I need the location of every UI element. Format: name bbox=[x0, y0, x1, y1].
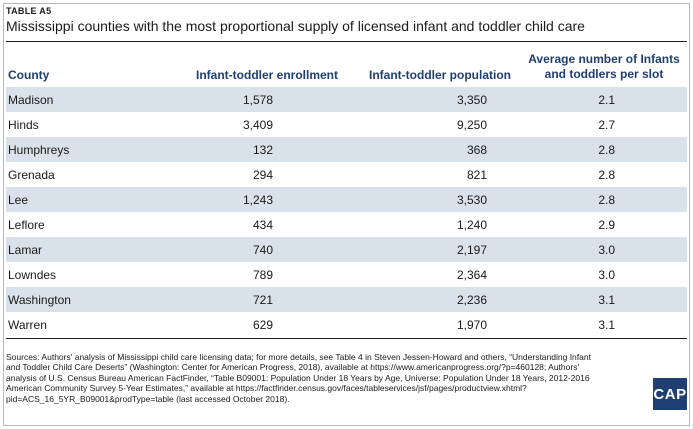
cell-enrollment: 740 bbox=[252, 243, 273, 257]
cell-population: 3,530 bbox=[456, 193, 487, 207]
cell-average: 2.8 bbox=[598, 168, 615, 182]
table-row: Leflore 434 1,240 2.9 bbox=[6, 212, 687, 237]
cell-average: 3.1 bbox=[598, 293, 615, 307]
table-row: Madison 1,578 3,350 2.1 bbox=[6, 87, 687, 112]
bottom-rule bbox=[6, 338, 687, 339]
cell-average: 3.1 bbox=[598, 318, 615, 332]
table-row: Lamar 740 2,197 3.0 bbox=[6, 237, 687, 262]
cell-population: 2,364 bbox=[456, 268, 487, 282]
cell-county: Lowndes bbox=[8, 268, 57, 282]
cell-average: 3.0 bbox=[598, 243, 615, 257]
cell-population: 821 bbox=[466, 168, 487, 182]
cell-county: Washington bbox=[8, 293, 71, 307]
cell-enrollment: 3,409 bbox=[242, 118, 273, 132]
table-label: TABLE A5 bbox=[6, 6, 52, 16]
table-row: Hinds 3,409 9,250 2.7 bbox=[6, 112, 687, 137]
cell-average: 2.7 bbox=[598, 118, 615, 132]
table-row: Lowndes 789 2,364 3.0 bbox=[6, 262, 687, 287]
cell-population: 2,236 bbox=[456, 293, 487, 307]
header-average: Average number of Infants and toddlers p… bbox=[528, 52, 680, 81]
cell-county: Lee bbox=[8, 193, 29, 207]
cell-county: Madison bbox=[8, 93, 54, 107]
cell-population: 3,350 bbox=[456, 93, 487, 107]
cell-average: 2.8 bbox=[598, 193, 615, 207]
cell-enrollment: 294 bbox=[252, 168, 273, 182]
table-row: Humphreys 132 368 2.8 bbox=[6, 137, 687, 162]
table-row: Washington 721 2,236 3.1 bbox=[6, 287, 687, 312]
header-enrollment: Infant-toddler enrollment bbox=[196, 68, 338, 82]
cell-population: 1,970 bbox=[456, 318, 487, 332]
cell-enrollment: 1,243 bbox=[242, 193, 273, 207]
cell-enrollment: 434 bbox=[252, 218, 273, 232]
table-row: Warren 629 1,970 3.1 bbox=[6, 312, 687, 337]
cell-county: Grenada bbox=[8, 168, 55, 182]
header-population: Infant-toddler population bbox=[369, 68, 511, 82]
cell-county: Hinds bbox=[8, 118, 39, 132]
cell-county: Leflore bbox=[8, 218, 45, 232]
cell-average: 3.0 bbox=[598, 268, 615, 282]
cell-average: 2.8 bbox=[598, 143, 615, 157]
cell-population: 368 bbox=[466, 143, 487, 157]
table-frame bbox=[3, 3, 690, 426]
cell-enrollment: 629 bbox=[252, 318, 273, 332]
cell-enrollment: 721 bbox=[252, 293, 273, 307]
cell-enrollment: 789 bbox=[252, 268, 273, 282]
table-title: Mississippi counties with the most propo… bbox=[6, 18, 585, 34]
cell-population: 1,240 bbox=[456, 218, 487, 232]
table-row: Grenada 294 821 2.8 bbox=[6, 162, 687, 187]
table-body: Madison 1,578 3,350 2.1 Hinds 3,409 9,25… bbox=[6, 87, 687, 337]
cell-county: Warren bbox=[8, 318, 47, 332]
cap-logo: CAP bbox=[653, 378, 687, 410]
cell-population: 2,197 bbox=[456, 243, 487, 257]
cell-population: 9,250 bbox=[456, 118, 487, 132]
top-rule bbox=[6, 41, 687, 42]
sources-footnote: Sources: Authors' analysis of Mississipp… bbox=[6, 352, 591, 404]
cell-enrollment: 1,578 bbox=[242, 93, 273, 107]
cell-enrollment: 132 bbox=[252, 143, 273, 157]
cell-average: 2.1 bbox=[598, 93, 615, 107]
table-row: Lee 1,243 3,530 2.8 bbox=[6, 187, 687, 212]
cell-county: Humphreys bbox=[8, 143, 70, 157]
table-header: County Infant-toddler enrollment Infant-… bbox=[6, 42, 687, 86]
cell-county: Lamar bbox=[8, 243, 43, 257]
header-county: County bbox=[8, 68, 50, 82]
cell-average: 2.9 bbox=[598, 218, 615, 232]
